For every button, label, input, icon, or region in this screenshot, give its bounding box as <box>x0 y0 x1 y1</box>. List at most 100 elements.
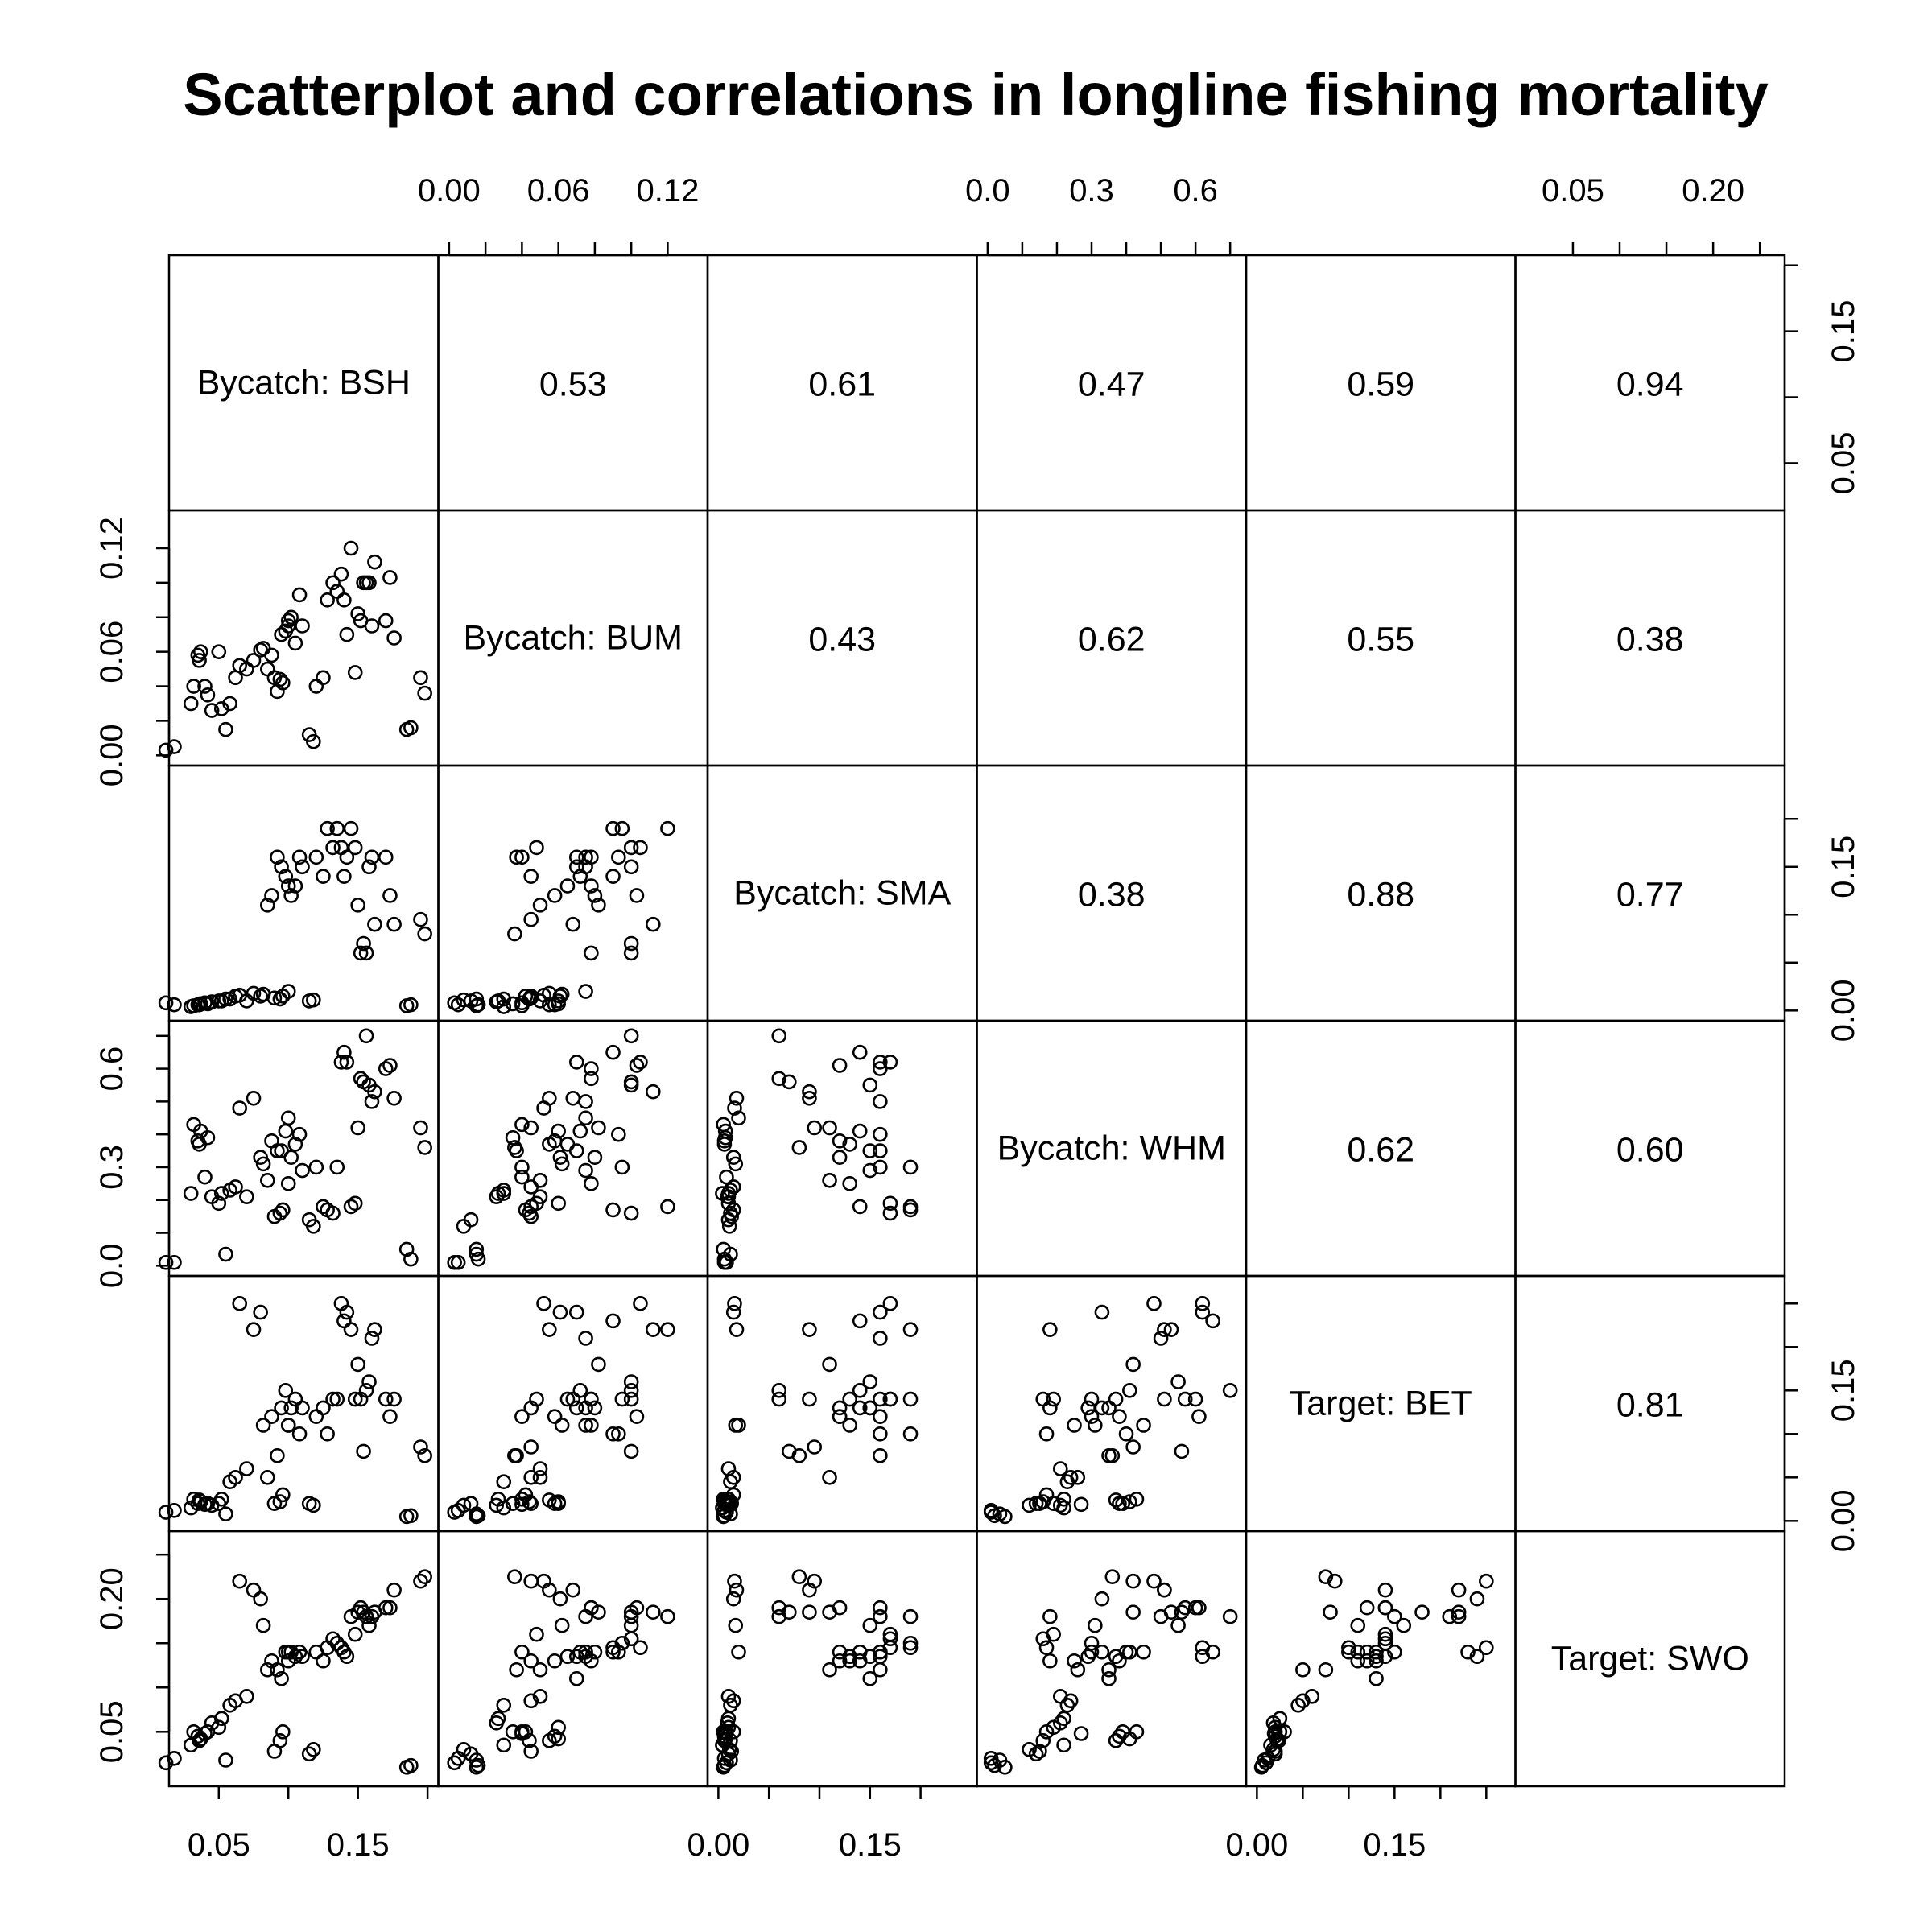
data-point <box>902 1199 919 1215</box>
data-point <box>1112 1409 1127 1425</box>
data-point <box>308 1159 324 1175</box>
panel-bycatch-sma-vs-bycatch-whm: 0.38 <box>976 764 1248 1022</box>
data-point <box>347 840 363 856</box>
data-point <box>902 1640 919 1656</box>
data-point <box>274 859 289 875</box>
data-point <box>723 1697 738 1713</box>
tick-label: 0.6 <box>1173 173 1218 208</box>
data-point <box>378 613 394 629</box>
data-point <box>623 935 639 952</box>
data-point <box>496 1697 512 1713</box>
data-point <box>902 1159 919 1175</box>
tick-label: 0.20 <box>1682 173 1744 208</box>
panel-bycatch-bum-vs-bycatch-sma: 0.43 <box>706 509 978 767</box>
data-point <box>301 1746 317 1762</box>
data-point <box>509 1662 524 1678</box>
data-point <box>1318 1662 1334 1678</box>
data-point <box>807 1439 823 1455</box>
data-point <box>529 1391 544 1407</box>
data-point <box>822 1470 837 1485</box>
data-point <box>646 1084 661 1100</box>
data-point <box>716 1241 731 1257</box>
data-point <box>646 1322 661 1337</box>
data-point <box>987 1757 1002 1773</box>
data-point <box>791 1140 807 1155</box>
data-point <box>862 1162 878 1179</box>
data-point <box>547 1409 563 1425</box>
data-point <box>270 849 285 865</box>
data-point <box>272 1494 288 1509</box>
data-point <box>158 742 174 758</box>
data-point <box>264 1409 279 1425</box>
data-point <box>572 1382 588 1398</box>
data-point <box>584 1061 599 1076</box>
data-point <box>1052 1461 1068 1476</box>
tick-label: 0.3 <box>94 1145 130 1190</box>
top-axis-bycatch-whm: 0.0 0.3 0.6 <box>965 173 1232 257</box>
tick-label: 0.0 <box>965 173 1010 208</box>
data-point <box>1377 1582 1393 1598</box>
data-point <box>1277 1724 1292 1740</box>
data-point <box>514 1117 530 1133</box>
data-point <box>729 1582 745 1598</box>
data-point <box>246 985 262 1001</box>
data-point <box>287 635 303 651</box>
panel-bycatch-whm-vs-target-swo: 0.60 <box>1514 1019 1786 1278</box>
data-point <box>727 1100 742 1116</box>
data-point <box>200 687 216 703</box>
data-point <box>1073 1726 1089 1741</box>
tick-label: 0.15 <box>1826 300 1861 363</box>
data-point <box>158 1254 174 1270</box>
data-point <box>1377 1635 1393 1651</box>
data-point <box>193 644 208 659</box>
data-point <box>320 820 335 836</box>
data-point <box>623 1028 639 1044</box>
data-point <box>629 1409 645 1425</box>
data-point <box>852 1044 868 1060</box>
data-point <box>542 1090 557 1106</box>
data-point <box>358 1028 374 1044</box>
data-point <box>717 1123 733 1139</box>
data-point <box>403 1508 419 1524</box>
data-point <box>333 1055 349 1070</box>
data-point <box>568 1143 584 1158</box>
correlation-value: 0.62 <box>1347 1131 1414 1170</box>
data-point <box>1129 1492 1145 1507</box>
data-point <box>1267 1744 1283 1759</box>
data-point <box>771 1382 787 1398</box>
data-point <box>333 566 349 582</box>
data-point <box>1341 1644 1356 1660</box>
data-point <box>554 1418 570 1433</box>
data-point <box>1163 1322 1179 1337</box>
data-point <box>339 1649 355 1665</box>
data-point <box>623 1077 639 1093</box>
data-point <box>568 1670 584 1686</box>
data-point <box>272 1205 288 1221</box>
data-point <box>523 1744 539 1759</box>
data-point <box>167 1254 182 1270</box>
data-point <box>192 653 207 668</box>
data-point <box>295 1649 310 1665</box>
data-point <box>605 1640 621 1656</box>
data-point <box>523 1653 539 1669</box>
data-point <box>1205 1313 1220 1329</box>
data-point <box>222 696 237 712</box>
panel-target-bet-vs-bycatch-whm <box>976 1274 1248 1533</box>
data-point <box>1350 1653 1366 1669</box>
data-point <box>1157 1582 1172 1598</box>
data-point <box>197 679 213 694</box>
data-point <box>529 1195 544 1212</box>
data-point <box>623 945 639 961</box>
data-point <box>1195 1649 1211 1665</box>
diagonal-label: Bycatch: BSH <box>197 364 411 402</box>
data-point <box>660 1199 675 1215</box>
data-point <box>417 1448 432 1463</box>
data-point <box>902 1391 919 1407</box>
data-point <box>1174 1604 1190 1620</box>
data-point <box>329 1391 345 1407</box>
tick-label: 0.20 <box>94 1567 130 1630</box>
tick-label: 0.00 <box>1826 979 1861 1042</box>
data-point <box>532 1461 548 1476</box>
data-point <box>306 1497 321 1513</box>
data-point <box>902 1635 919 1651</box>
